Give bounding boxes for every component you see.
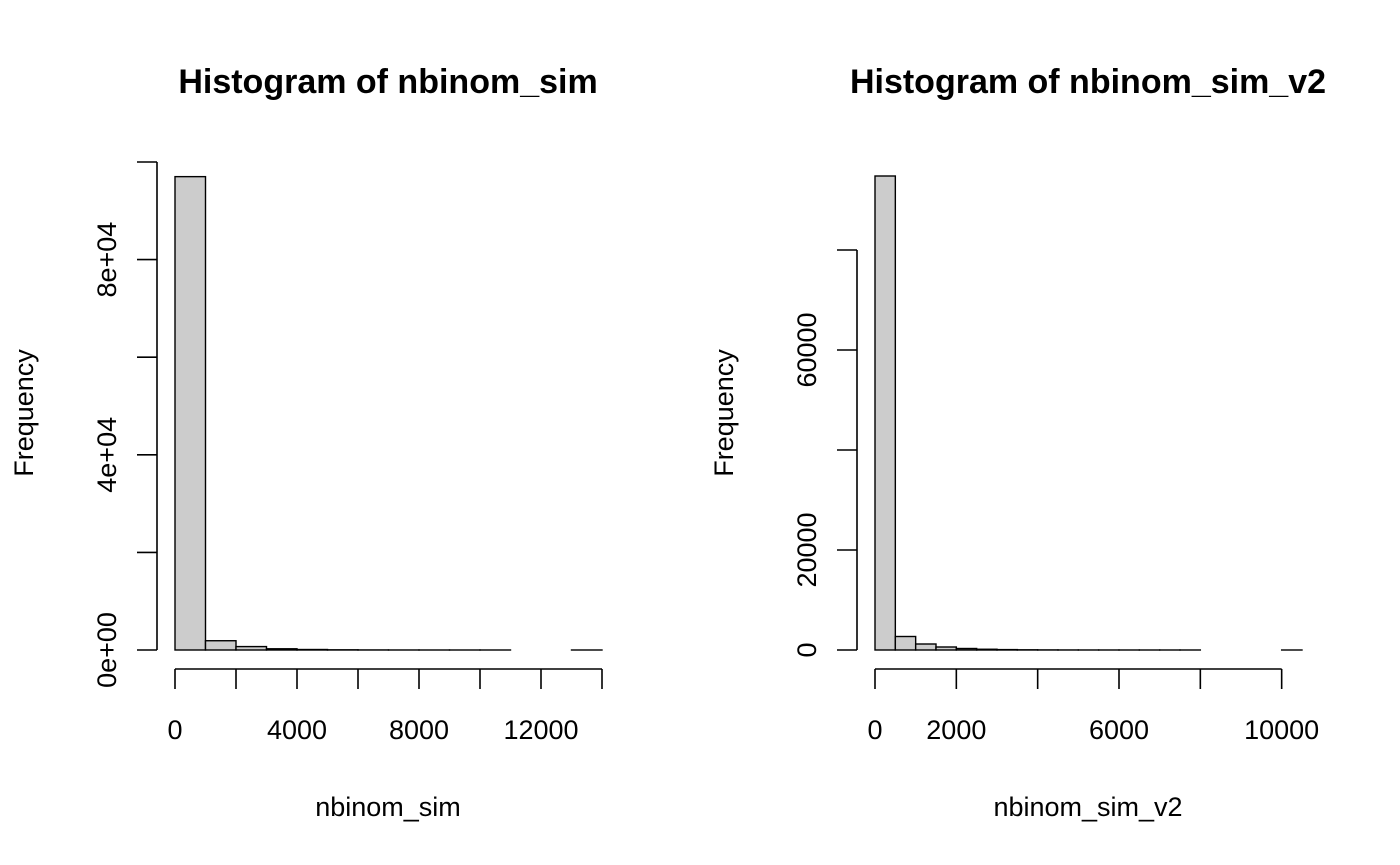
x-tick-label: 2000	[926, 715, 986, 745]
y-axis: 0e+00 4e+04 8e+04	[92, 161, 158, 688]
x-axis: 0 2000 6000 10000	[867, 668, 1319, 745]
bars	[874, 175, 1303, 651]
histogram-bar	[894, 635, 917, 651]
x-tick-label: 10000	[1244, 715, 1319, 745]
x-axis-label: nbinom_sim	[315, 792, 461, 822]
x-tick-label: 0	[167, 715, 182, 745]
x-tick-label: 12000	[503, 715, 578, 745]
histogram-bar	[975, 648, 998, 651]
y-axis-label: Frequency	[709, 349, 739, 477]
histogram-bar	[955, 647, 978, 651]
x-tick-label: 8000	[389, 715, 449, 745]
histogram-bar	[174, 175, 207, 651]
bars	[174, 175, 603, 651]
histogram-bar	[914, 643, 937, 651]
y-tick-label: 20000	[792, 512, 822, 587]
y-axis-label: Frequency	[9, 349, 39, 477]
histogram-bar	[874, 175, 897, 651]
y-tick-label: 0e+00	[92, 612, 122, 688]
y-tick-label: 4e+04	[92, 417, 122, 493]
histogram-bar	[935, 646, 958, 651]
histogram-bar	[265, 648, 298, 651]
histogram-bar	[204, 640, 237, 651]
histogram-panel-nbinom-sim-v2: Histogram of nbinom_sim_v2 nbinom_sim_v2…	[709, 63, 1326, 822]
chart-title: Histogram of nbinom_sim_v2	[850, 63, 1326, 101]
x-tick-label: 4000	[267, 715, 327, 745]
y-tick-label: 0	[792, 642, 822, 657]
y-tick-label: 60000	[792, 312, 822, 387]
histogram-bar	[235, 645, 268, 651]
x-axis: 0 4000 8000 12000	[167, 668, 603, 745]
y-axis: 0 20000 60000	[792, 249, 858, 658]
chart-title: Histogram of nbinom_sim	[178, 63, 597, 101]
x-axis-label: nbinom_sim_v2	[993, 792, 1182, 822]
x-tick-label: 6000	[1089, 715, 1149, 745]
y-tick-label: 8e+04	[92, 222, 122, 298]
histogram-panel-nbinom-sim: Histogram of nbinom_sim nbinom_sim Frequ…	[9, 63, 603, 822]
x-tick-label: 0	[867, 715, 882, 745]
